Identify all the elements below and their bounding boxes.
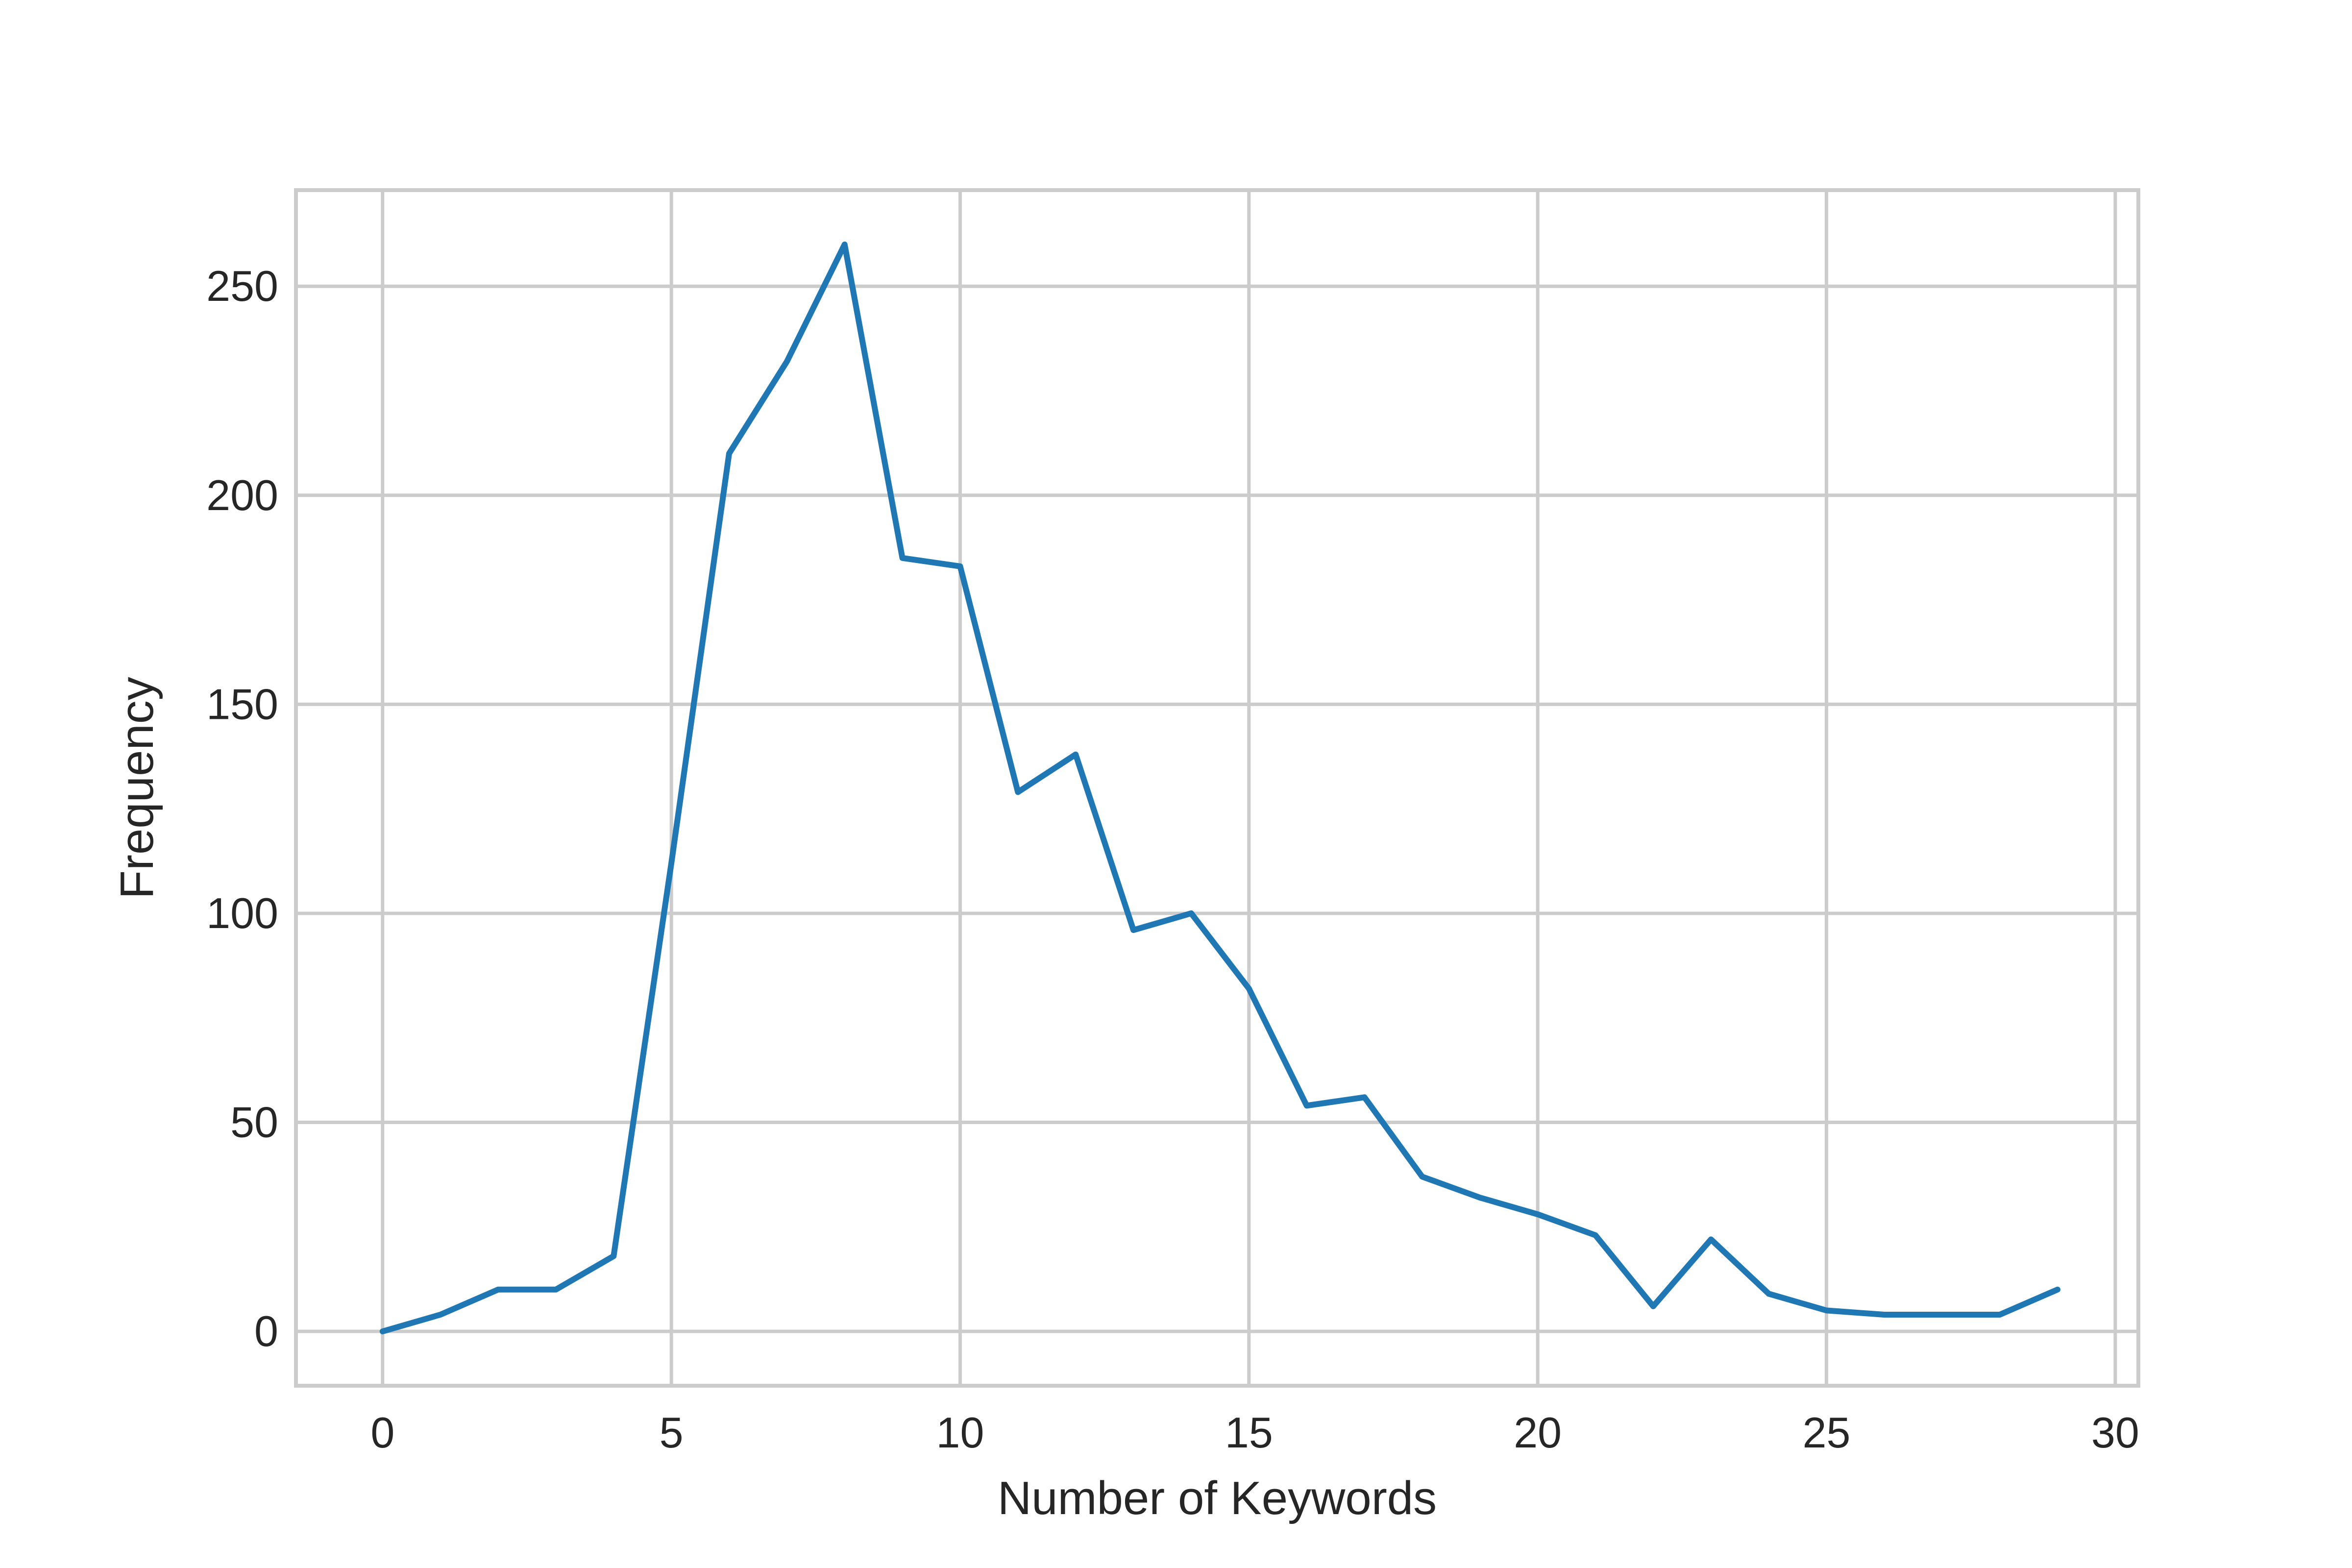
x-axis-title: Number of Keywords: [998, 1472, 1437, 1524]
x-tick-label: 30: [2091, 1408, 2139, 1457]
y-tick-label: 0: [254, 1307, 278, 1355]
x-tick-label: 0: [370, 1408, 394, 1457]
y-tick-label: 250: [206, 262, 278, 310]
x-tick-label: 25: [1803, 1408, 1851, 1457]
grid: [296, 190, 2138, 1386]
y-tick-label: 150: [206, 680, 278, 728]
y-axis-title: Frequency: [111, 677, 163, 899]
x-tick-label: 5: [660, 1408, 684, 1457]
y-axis-ticks: 0 50 100 150 200 250: [206, 262, 278, 1355]
y-tick-label: 50: [230, 1098, 278, 1147]
x-tick-label: 15: [1225, 1408, 1273, 1457]
series-layer: [379, 241, 2060, 1335]
plot-frame: [294, 188, 2140, 1388]
series-line: [379, 241, 2060, 1335]
x-tick-label: 20: [1514, 1408, 1562, 1457]
x-axis-ticks: 0 5 10 15 20 25 30: [370, 1408, 2139, 1457]
y-tick-label: 200: [206, 471, 278, 519]
x-tick-label: 10: [936, 1408, 984, 1457]
y-tick-label: 100: [206, 889, 278, 937]
